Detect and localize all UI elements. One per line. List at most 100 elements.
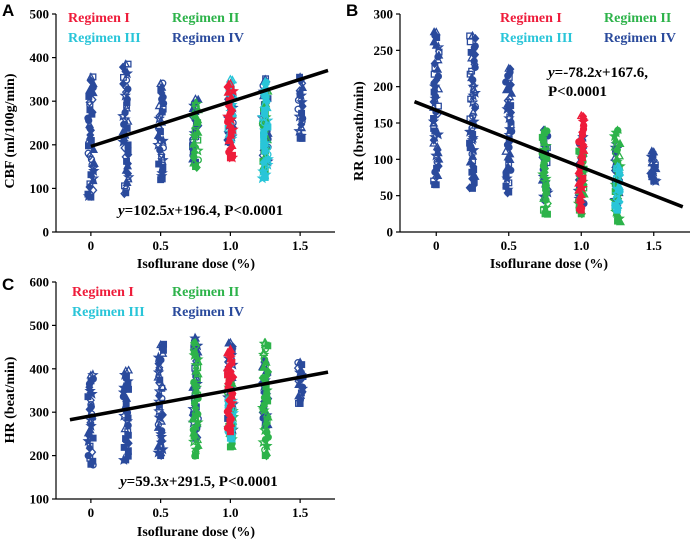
panel-letter-b: B [346, 1, 358, 20]
data-point [85, 119, 95, 129]
legend-regimen-2: Regimen II [604, 11, 671, 26]
y-tick-label: 400 [30, 361, 50, 376]
data-point [467, 96, 479, 108]
data-point [293, 125, 305, 136]
data-point [153, 372, 163, 381]
series-regimen-i [574, 110, 589, 214]
data-point [229, 372, 238, 382]
data-point [430, 115, 437, 122]
data-point [467, 53, 477, 62]
x-tick-label: 0 [88, 238, 95, 253]
data-point [225, 74, 235, 83]
legend-regimen-1: Regimen I [500, 11, 562, 26]
data-point [295, 357, 305, 366]
data-point [85, 97, 94, 107]
data-point [296, 96, 308, 108]
data-point [122, 171, 135, 183]
data-point [577, 206, 585, 214]
x-axis-title: Isoflurane dose (%) [490, 257, 609, 272]
regression-equation: y=59.3x+291.5, P<0.0001 [118, 474, 278, 490]
data-point [429, 37, 439, 46]
data-point [471, 102, 480, 111]
data-point [261, 174, 269, 181]
data-point [260, 76, 270, 85]
data-point [467, 48, 475, 56]
data-point [469, 184, 476, 192]
y-tick-label: 50 [380, 188, 393, 203]
data-point [226, 154, 234, 162]
data-point [540, 125, 550, 134]
data-point [191, 337, 200, 347]
data-point [85, 93, 93, 100]
x-axis-title: Isoflurane dose (%) [137, 257, 256, 272]
data-point [470, 171, 480, 180]
series-regimen-i [222, 344, 238, 436]
x-tick-label: 1.5 [646, 238, 663, 253]
panel-letter-a: A [2, 1, 14, 20]
data-point [193, 375, 201, 383]
x-tick-label: 1.5 [292, 505, 309, 520]
data-point [226, 428, 234, 436]
y-tick-label: 100 [30, 492, 50, 507]
data-point [226, 434, 234, 442]
y-tick-label: 400 [30, 50, 50, 65]
series-regimen-ii [187, 337, 273, 461]
data-point [469, 112, 477, 120]
regression-line [69, 370, 329, 422]
data-point [155, 160, 163, 168]
data-point [86, 106, 94, 114]
legend-regimen-4: Regimen IV [172, 305, 244, 320]
data-point [192, 163, 199, 171]
data-point [226, 443, 234, 451]
panel-b: B Regimen I Regimen II Regimen III Regim… [346, 1, 690, 272]
regression-line [413, 100, 684, 209]
y-tick-label: 100 [374, 152, 394, 167]
data-point [187, 435, 200, 447]
data-point [501, 146, 511, 155]
legend-regimen-1: Regimen I [68, 11, 130, 26]
data-point [121, 366, 131, 375]
y-tick-label: 500 [30, 318, 50, 333]
data-point [614, 217, 621, 225]
data-point [153, 130, 163, 139]
data-point [86, 101, 94, 109]
data-point [86, 72, 96, 81]
data-point [121, 165, 131, 174]
data-point [227, 140, 237, 149]
y-tick-label: 200 [30, 137, 50, 152]
legend-regimen-3: Regimen III [72, 305, 145, 320]
y-tick-label: 0 [43, 225, 50, 240]
data-point [119, 89, 131, 101]
data-point [87, 400, 95, 409]
data-point [87, 161, 100, 173]
panel-c: C Regimen I Regimen II Regimen III Regim… [2, 275, 335, 540]
data-point [225, 134, 235, 143]
data-point [467, 89, 479, 101]
data-point [124, 431, 132, 439]
data-point [120, 443, 128, 451]
y-tick-label: 250 [374, 43, 394, 58]
data-point [157, 452, 165, 460]
y-tick-label: 300 [374, 7, 394, 22]
y-tick-label: 500 [30, 7, 50, 22]
data-point [84, 149, 92, 157]
series-regimen-iii [611, 161, 625, 214]
data-point [227, 85, 240, 97]
legend-regimen-2: Regimen II [172, 11, 239, 26]
data-point [468, 30, 477, 40]
data-point [156, 339, 166, 349]
data-point [124, 141, 132, 149]
data-point [190, 378, 198, 386]
panel-a: A Regimen I Regimen II Regimen III Regim… [2, 1, 335, 272]
legend-regimen-3: Regimen III [68, 31, 141, 46]
data-point [85, 151, 94, 161]
x-tick-label: 0.5 [153, 238, 170, 253]
x-tick-label: 0 [433, 238, 440, 253]
y-axis-title: HR (beat/min) [3, 356, 18, 443]
data-point [576, 150, 586, 159]
x-tick-label: 1.5 [292, 238, 309, 253]
data-point [296, 134, 304, 142]
data-point [294, 359, 302, 367]
y-tick-label: 300 [30, 94, 50, 109]
